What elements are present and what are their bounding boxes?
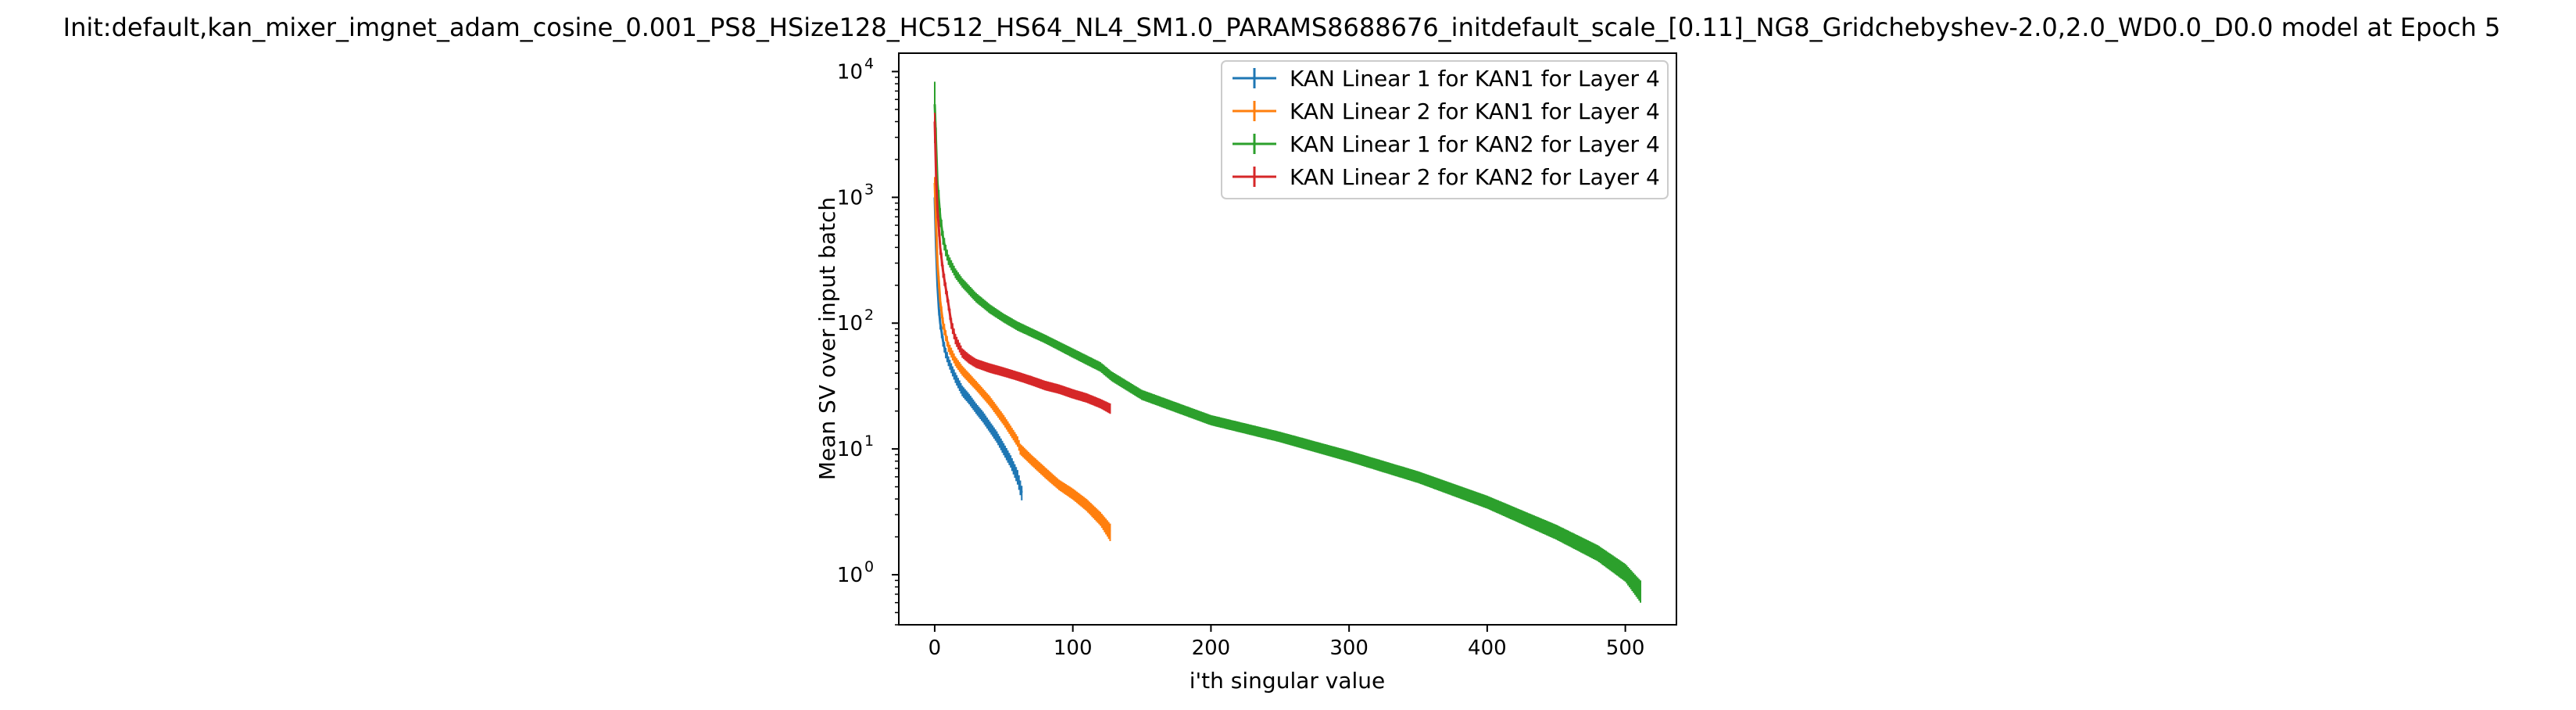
series-4 [933,113,1111,414]
series-2 [933,177,1111,541]
y-tick-label: 10 [837,564,863,587]
y-axis-label: Mean SV over input batch [814,197,840,480]
legend-label: KAN Linear 1 for KAN1 for Layer 4 [1290,66,1660,91]
x-tick-label: 400 [1468,636,1507,660]
legend-label: KAN Linear 2 for KAN2 for Layer 4 [1290,164,1660,190]
plot-series [933,81,1642,603]
y-tick-exponent: 2 [864,307,874,324]
series-1-line [933,197,1023,493]
x-tick-label: 100 [1054,636,1093,660]
x-tick-label: 500 [1606,636,1645,660]
x-axis-label: i'th singular value [1190,668,1386,694]
y-tick-label: 10 [837,438,863,461]
y-tick-exponent: 0 [864,558,874,576]
x-tick-label: 200 [1192,636,1231,660]
y-tick-label: 10 [837,61,863,84]
legend-entries: KAN Linear 1 for KAN1 for Layer 4 KAN Lin… [1233,66,1660,190]
legend-entry-4: KAN Linear 2 for KAN2 for Layer 4 [1233,164,1660,190]
y-tick-exponent: 4 [864,56,874,73]
legend: KAN Linear 1 for KAN1 for Layer 4 KAN Lin… [1221,60,1669,199]
y-tick-exponent: 1 [864,432,874,450]
y-tick-exponent: 3 [864,181,874,198]
series-3-line [933,104,1642,592]
legend-entry-2: KAN Linear 2 for KAN1 for Layer 4 [1233,99,1660,124]
x-axis-ticks: 0 100 200 300 400 500 [928,625,1645,660]
plot-frame [898,52,1677,626]
y-tick-label: 10 [837,186,863,210]
chart-title: Init:default,kan_mixer_imgnet_adam_cosin… [63,13,2501,42]
legend-label: KAN Linear 1 for KAN2 for Layer 4 [1290,131,1660,157]
legend-entry-1: KAN Linear 1 for KAN1 for Layer 4 [1233,66,1660,91]
legend-entry-3: KAN Linear 1 for KAN2 for Layer 4 [1233,131,1660,157]
series-2-line [933,182,1111,532]
x-tick-label: 0 [928,636,942,660]
series-1 [933,191,1023,500]
legend-label: KAN Linear 2 for KAN1 for Layer 4 [1290,99,1660,124]
series-4-line [933,121,1111,410]
x-tick-label: 300 [1329,636,1368,660]
legend-box [1221,60,1669,199]
y-tick-label: 10 [837,312,863,335]
series-3 [933,81,1642,603]
